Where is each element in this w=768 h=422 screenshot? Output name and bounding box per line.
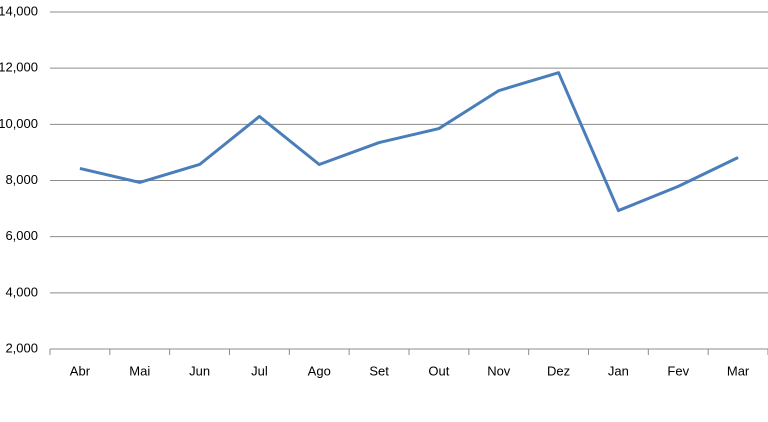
y-tick-label: 12,000	[0, 60, 38, 75]
x-tick-label: Dez	[547, 363, 570, 378]
x-tick-label: Mar	[727, 363, 750, 378]
x-tick-label: Jun	[189, 363, 210, 378]
y-tick-label: 10,000	[0, 116, 38, 131]
x-tick-label: Out	[428, 363, 449, 378]
x-tick-label: Jul	[251, 363, 268, 378]
line-series	[79, 71, 739, 213]
y-tick-label: 4,000	[5, 284, 38, 299]
x-tick-label: Fev	[667, 363, 689, 378]
x-tick-label: Mai	[129, 363, 150, 378]
x-tick-label: Ago	[308, 363, 331, 378]
x-tick-label: Set	[369, 363, 389, 378]
x-tick-label: Nov	[487, 363, 511, 378]
x-tick-label: Jan	[608, 363, 629, 378]
y-tick-label: 14,000	[0, 3, 38, 18]
y-tick-label: 8,000	[5, 172, 38, 187]
y-tick-label: 2,000	[5, 340, 38, 355]
y-tick-label: 6,000	[5, 228, 38, 243]
x-tick-label: Abr	[70, 363, 91, 378]
